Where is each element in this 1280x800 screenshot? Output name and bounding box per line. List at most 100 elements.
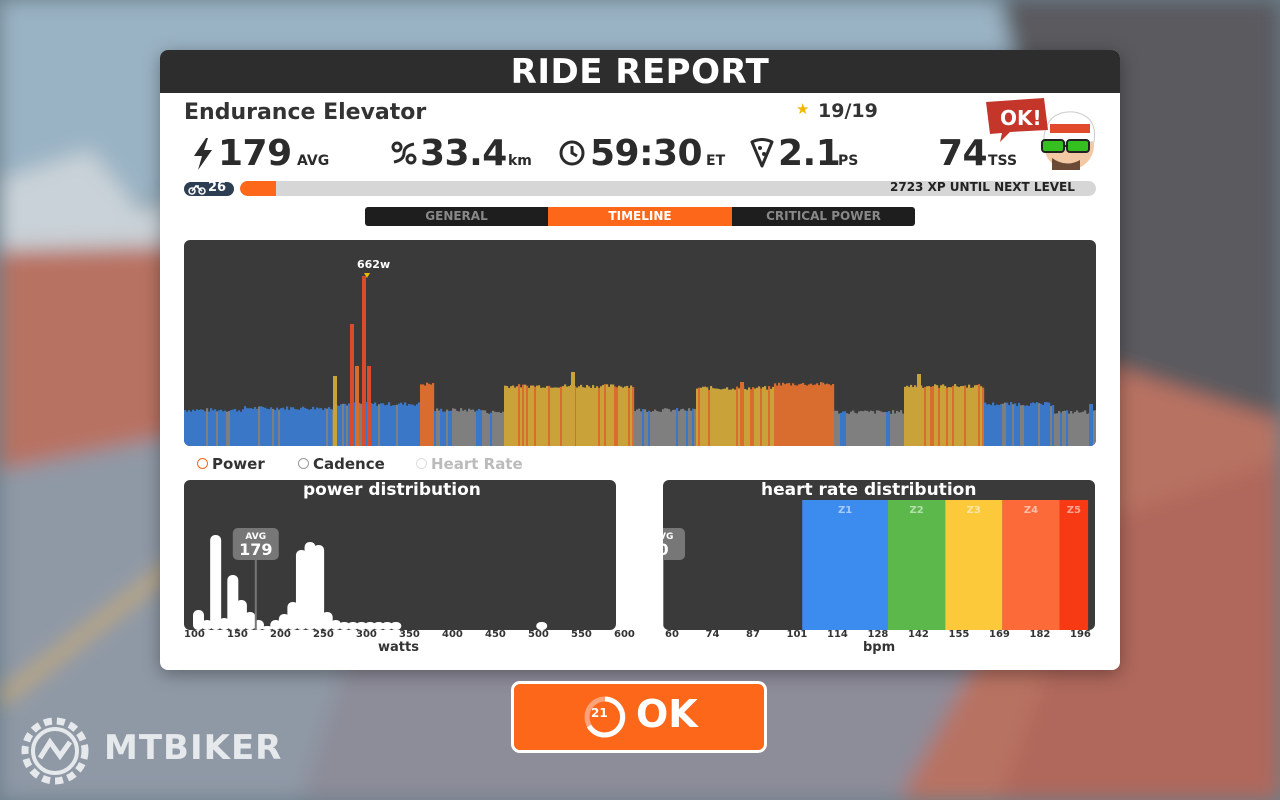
legend-heart-rate[interactable]: Heart Rate	[416, 455, 523, 473]
timeline-bar	[596, 386, 599, 446]
timeline-bar	[752, 387, 755, 446]
timeline-bar	[220, 409, 223, 446]
bpm-axis-tick: 169	[989, 629, 1010, 640]
timeline-bar	[896, 410, 899, 446]
timeline-bar	[758, 386, 761, 446]
hr-avg-badge	[663, 528, 685, 560]
timeline-bar	[804, 384, 807, 446]
timeline-bar	[552, 387, 555, 446]
power-distribution-axis-label: watts	[378, 640, 419, 655]
power-histogram-bar	[295, 550, 307, 630]
timeline-bar	[770, 388, 773, 446]
timeline-bar	[850, 411, 853, 446]
radio-power[interactable]	[197, 458, 208, 469]
timeline-bar	[208, 411, 211, 446]
timeline-bar	[330, 408, 333, 446]
timeline-bar	[754, 388, 757, 446]
timeline-bar	[550, 387, 553, 446]
timeline-bar	[1080, 412, 1083, 446]
timeline-bar	[972, 387, 975, 446]
timeline-bar	[404, 402, 407, 446]
timeline-bar	[930, 386, 933, 446]
timeline-bar	[272, 408, 275, 446]
workout-name: Endurance Elevator	[184, 100, 427, 125]
timeline-bar	[960, 386, 963, 446]
timeline-bar	[538, 385, 541, 446]
power-distribution-chart: AVG 179	[184, 480, 616, 630]
timeline-bar	[466, 411, 469, 446]
timeline-bar	[1026, 405, 1029, 446]
power-histogram-bar	[235, 600, 247, 630]
timeline-bar	[910, 384, 913, 446]
timeline-bar	[648, 410, 651, 446]
timeline-bar	[882, 412, 885, 446]
bpm-axis-tick: 155	[948, 629, 970, 640]
legend-cadence[interactable]: Cadence	[298, 455, 385, 473]
power-histogram-bar	[261, 626, 273, 630]
timeline-bar	[246, 408, 249, 446]
power-axis-tick: 250	[313, 629, 334, 640]
timeline-bar	[674, 409, 677, 446]
timeline-bar	[968, 384, 971, 446]
timeline-bar	[744, 389, 747, 446]
tab-timeline[interactable]: TIMELINE	[548, 207, 732, 226]
tss-unit: TSS	[988, 153, 1018, 169]
timeline-bar	[672, 409, 675, 446]
timeline-bar	[848, 413, 851, 446]
heart-rate-distribution-title: heart rate distribution	[761, 480, 977, 500]
timeline-bar	[606, 384, 609, 446]
timeline-bar	[940, 385, 943, 446]
timeline-bar	[844, 411, 847, 446]
timeline-bar	[190, 411, 193, 446]
timeline-bar	[278, 409, 281, 446]
timeline-bar	[1062, 411, 1065, 446]
timeline-bar	[244, 406, 247, 446]
timeline-bar	[342, 403, 345, 446]
radio-heart-rate[interactable]	[416, 458, 427, 469]
star-count: 19/19	[818, 100, 878, 122]
timeline-bar	[628, 387, 631, 446]
ok-button[interactable]: 21 OK	[511, 681, 767, 753]
timeline-bar	[650, 411, 653, 446]
bike-icon	[188, 184, 206, 195]
legend-power[interactable]: Power	[197, 455, 265, 473]
timeline-bar	[694, 408, 697, 446]
timeline-bar	[498, 412, 501, 446]
timeline-bar	[1046, 402, 1049, 446]
timeline-bar	[818, 385, 821, 446]
pizza-slices-value: 2.1	[778, 133, 841, 174]
timeline-bar	[1056, 413, 1059, 446]
timeline-bar	[206, 408, 209, 446]
timeline-bar	[400, 402, 403, 446]
timeline-bar	[402, 404, 405, 446]
timeline-bar	[532, 385, 535, 446]
timeline-bar	[766, 389, 769, 446]
timeline-bar	[614, 386, 617, 446]
timeline-bar	[722, 388, 725, 446]
tab-critical-power[interactable]: CRITICAL POWER	[766, 209, 881, 223]
countdown-ring-icon	[584, 696, 626, 738]
peak-marker-icon	[364, 273, 370, 278]
timeline-bar	[808, 384, 811, 446]
power-histogram-bar	[287, 602, 299, 630]
timeline-bar	[312, 406, 315, 446]
timeline-bar	[726, 387, 729, 446]
xp-progress-bar	[240, 181, 1096, 196]
power-histogram-bar	[347, 622, 359, 630]
timeline-bar	[1054, 413, 1057, 446]
timeline-bar	[842, 411, 845, 446]
power-histogram-bar	[330, 620, 342, 630]
timeline-bar	[398, 403, 401, 446]
hr-zone-band	[888, 500, 946, 630]
timeline-bar	[504, 385, 507, 446]
pizza-icon	[750, 138, 774, 168]
hr-zone-band	[1002, 500, 1060, 630]
timeline-bar	[416, 404, 419, 446]
timeline-bar	[826, 383, 829, 446]
radio-cadence[interactable]	[298, 458, 309, 469]
power-histogram-bar	[218, 618, 230, 630]
timeline-bar	[762, 387, 765, 446]
timeline-bar	[720, 389, 723, 446]
timeline-bar	[828, 384, 831, 446]
tab-general[interactable]: GENERAL	[425, 209, 488, 223]
